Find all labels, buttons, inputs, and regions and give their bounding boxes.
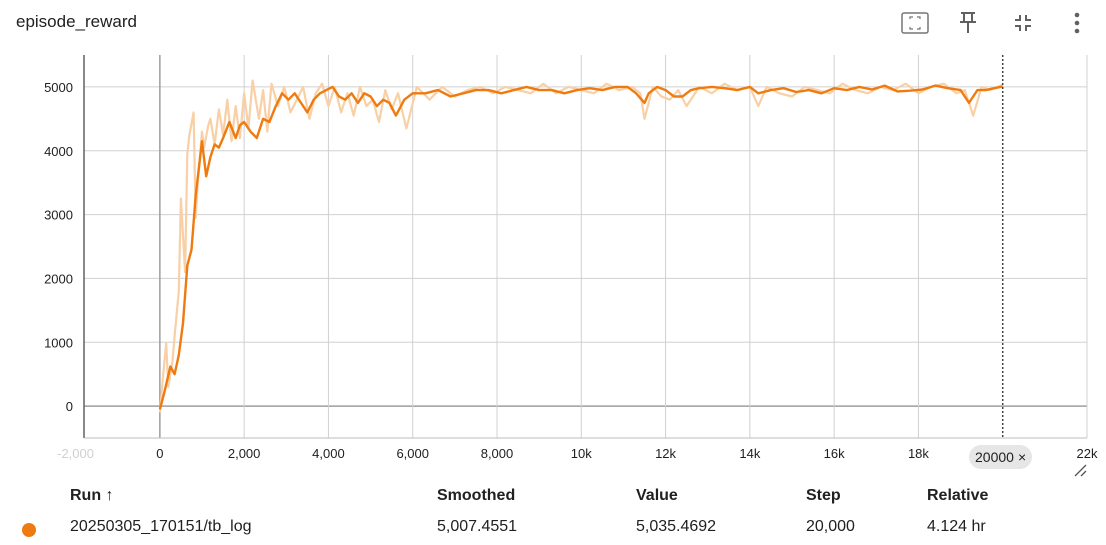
hover-step-label: 20000 bbox=[975, 449, 1014, 465]
more-button[interactable] bbox=[1062, 8, 1092, 38]
collapse-icon bbox=[1015, 15, 1031, 31]
legend-smoothed-value: 5,007.4551 bbox=[437, 518, 518, 535]
collapse-button[interactable] bbox=[1008, 8, 1038, 38]
x-tick-label: 4,000 bbox=[312, 446, 345, 461]
run-color-dot bbox=[22, 523, 36, 537]
legend-step: 20,000 bbox=[806, 518, 855, 535]
smoothed-line bbox=[158, 84, 1003, 410]
series-lines bbox=[158, 79, 1004, 413]
more-vert-icon bbox=[1074, 12, 1080, 34]
legend-value: 5,035.4692 bbox=[636, 518, 717, 535]
x-tick-label: 18k bbox=[908, 446, 929, 461]
x-tick-label: 8,000 bbox=[481, 446, 514, 461]
x-tick-label: 12k bbox=[655, 446, 676, 461]
legend-header-value[interactable]: Value bbox=[636, 487, 678, 504]
x-tick-label: 16k bbox=[824, 446, 845, 461]
step-hover-tag[interactable]: 20000 × bbox=[969, 445, 1033, 469]
y-axis-ticks: 0 1000 2000 3000 4000 5000 bbox=[44, 80, 73, 414]
x-tick-label: 14k bbox=[739, 446, 760, 461]
raw-value-line bbox=[158, 79, 1004, 413]
x-tick-label: 6,000 bbox=[396, 446, 429, 461]
x-tick-label: 10k bbox=[571, 446, 592, 461]
chart-title: episode_reward bbox=[16, 12, 137, 31]
legend-relative: 4.124 hr bbox=[927, 518, 986, 535]
y-tick-label: 5000 bbox=[44, 80, 73, 95]
x-tick-label: -2,000 bbox=[57, 446, 94, 461]
legend-run-name: 20250305_170151/tb_log bbox=[70, 518, 252, 535]
axes bbox=[83, 55, 1087, 439]
legend-header-smoothed[interactable]: Smoothed bbox=[437, 487, 516, 504]
y-tick-label: 1000 bbox=[44, 335, 73, 350]
x-tick-label: 0 bbox=[156, 446, 163, 461]
resize-handle-icon[interactable] bbox=[1072, 462, 1088, 478]
fullscreen-icon bbox=[901, 12, 929, 34]
x-axis-ticks: -2,000 0 2,000 4,000 6,000 8,000 10k 12k 14k 16k 1… bbox=[57, 446, 1098, 461]
episode-reward-chart[interactable]: 0 1000 2000 3000 4000 5000 -2,000 0 2,000 4,000 6… bbox=[0, 0, 1106, 480]
y-tick-label: 2000 bbox=[44, 271, 73, 286]
y-tick-label: 0 bbox=[66, 399, 73, 414]
pin-button[interactable] bbox=[953, 8, 983, 38]
close-icon[interactable]: × bbox=[1017, 449, 1027, 465]
x-tick-label: 22k bbox=[1077, 446, 1098, 461]
y-tick-label: 3000 bbox=[44, 208, 73, 223]
x-tick-label: 2,000 bbox=[228, 446, 261, 461]
legend-header-step[interactable]: Step bbox=[806, 487, 841, 504]
fullscreen-button[interactable] bbox=[900, 8, 930, 38]
legend-header-run[interactable]: Run ↑ bbox=[70, 487, 114, 504]
legend-header-relative[interactable]: Relative bbox=[927, 487, 989, 504]
pin-icon bbox=[960, 12, 976, 33]
y-tick-label: 4000 bbox=[44, 144, 73, 159]
